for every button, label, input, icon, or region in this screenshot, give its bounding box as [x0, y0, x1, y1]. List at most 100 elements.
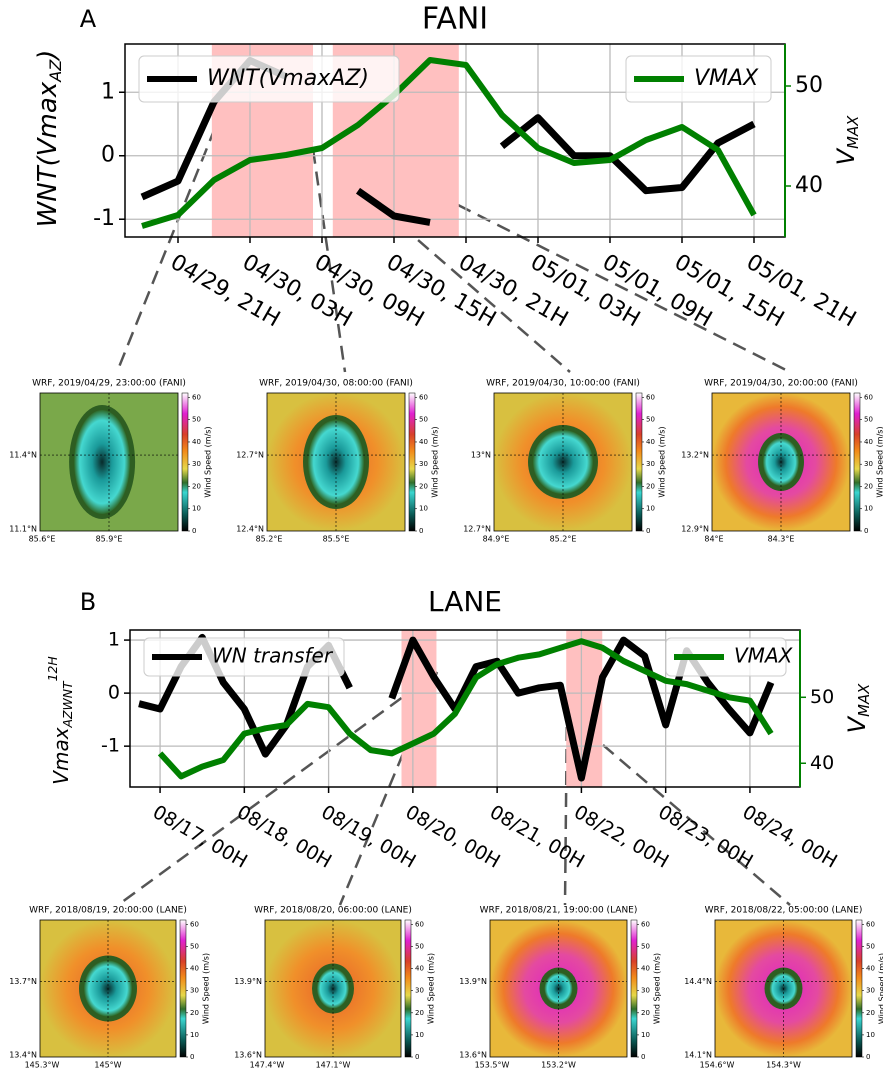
colorbar-tick-label: 0 — [866, 1053, 870, 1061]
y-tick-label: 1 — [101, 79, 115, 104]
colorbar-tick-label: 40 — [641, 965, 650, 973]
colorbar — [179, 919, 187, 1058]
colorbar-tick-label: 10 — [415, 1031, 424, 1039]
line-series — [141, 57, 757, 229]
y-tick-label: -1 — [101, 735, 120, 757]
colorbar-tick-label: 40 — [864, 438, 873, 446]
lat-label: 14.1°N — [684, 1051, 712, 1060]
map-frame — [714, 919, 853, 1058]
colorbar-tick-label: 10 — [866, 1031, 875, 1039]
colorbar-tick-label: 10 — [864, 505, 873, 513]
y-axis-label-sub: AZWNT — [60, 680, 75, 728]
colorbar-label: Wind Speed (m/s) — [204, 426, 213, 497]
chart-title: LANE — [428, 585, 502, 618]
colorbar — [853, 392, 861, 532]
colorbar-tick-label: 50 — [415, 943, 424, 951]
lat-label: 13.7°N — [9, 977, 37, 986]
colorbar-tick-label: 20 — [866, 1009, 875, 1017]
colorbar-label: Wind Speed (m/s) — [876, 426, 883, 497]
x-tick-label: 08/24, 00H — [739, 801, 841, 873]
colorbar-tick-label: 60 — [866, 920, 875, 928]
y-axis-label-main: WNT(Vmax — [33, 81, 63, 227]
legend-label: VMAX — [694, 66, 759, 91]
lat-label: 12.9°N — [681, 525, 709, 534]
colorbar-tick-label: 50 — [641, 943, 650, 951]
colorbar-tick-label: 50 — [190, 943, 199, 951]
panel-label: A — [80, 5, 97, 33]
map-title: WRF, 2018/08/20, 06:00:00 (LANE) — [254, 906, 412, 916]
x-tick-label: 08/23, 00H — [654, 801, 756, 873]
colorbar-tick-label: 40 — [646, 438, 655, 446]
lon-label: 84.9°E — [483, 535, 510, 544]
y-tick-label: 0 — [101, 143, 115, 168]
y-axis-label: WNT(VmaxAZ) — [33, 50, 65, 228]
colorbar-label: Wind Speed (m/s) — [427, 953, 436, 1024]
y-tick-label: -1 — [93, 206, 115, 231]
lon-label: 85.6°E — [29, 535, 56, 544]
colorbar-tick-label: 0 — [864, 527, 868, 535]
lon-label: 145°W — [94, 1061, 121, 1070]
colorbar — [404, 919, 412, 1058]
map-frame — [489, 919, 628, 1058]
colorbar-tick-label: 30 — [646, 460, 655, 468]
x-tick-label: 08/21, 00H — [486, 801, 588, 873]
colorbar-tick-label: 30 — [419, 460, 428, 468]
y2-tick-label: 50 — [810, 686, 834, 708]
colorbar-tick-label: 10 — [646, 505, 655, 513]
colorbar-tick-label: 20 — [419, 482, 428, 490]
colorbar — [855, 919, 863, 1058]
lat-label: 12.4°N — [236, 525, 264, 534]
colorbar-tick-label: 40 — [192, 438, 201, 446]
lon-label: 84.3°E — [768, 535, 795, 544]
map-frame — [493, 392, 633, 532]
colorbar-tick-label: 20 — [192, 482, 201, 490]
map-title: WRF, 2019/04/29, 23:00:00 (FANI) — [32, 379, 186, 389]
colorbar-tick-label: 40 — [190, 965, 199, 973]
y-tick-label: 0 — [108, 682, 120, 704]
colorbar-tick-label: 0 — [646, 527, 650, 535]
map-title: WRF, 2018/08/21, 19:00:00 (LANE) — [480, 906, 638, 916]
connectors — [115, 127, 791, 907]
lat-label: 14.4°N — [684, 977, 712, 986]
colorbar-tick-label: 40 — [866, 965, 875, 973]
colorbar-tick-label: 50 — [419, 416, 428, 424]
lon-label: 85.5°E — [323, 535, 350, 544]
lon-label: 85.2°E — [256, 535, 283, 544]
y2-axis-label: VMAX — [843, 683, 873, 733]
colorbar-tick-label: 10 — [192, 505, 201, 513]
map-title: WRF, 2018/08/22, 05:00:00 (LANE) — [705, 906, 863, 916]
x-tick-label: 08/22, 00H — [570, 801, 672, 873]
colorbar-tick-label: 60 — [190, 920, 199, 928]
colorbar-label: Wind Speed (m/s) — [653, 953, 662, 1024]
legend-label: WNT(VmaxAZ) — [207, 66, 369, 91]
x-tick-label: 08/20, 00H — [402, 801, 504, 873]
lon-label: 84°E — [704, 535, 723, 544]
colorbar — [635, 392, 643, 532]
lon-label: 153.2°W — [541, 1061, 576, 1070]
colorbar-label: Wind Speed (m/s) — [658, 426, 667, 497]
lon-label: 153.5°W — [475, 1061, 510, 1070]
colorbar-tick-label: 30 — [866, 987, 875, 995]
map-title: WRF, 2018/08/19, 20:00:00 (LANE) — [29, 906, 187, 916]
colorbar-tick-label: 50 — [866, 943, 875, 951]
colorbar — [181, 392, 189, 532]
lat-label: 13.6°N — [459, 1051, 487, 1060]
map-frame — [711, 392, 851, 532]
colorbar-tick-label: 0 — [641, 1053, 645, 1061]
legend-label: WN transfer — [212, 644, 334, 668]
lat-label: 13°N — [471, 451, 491, 460]
colorbar-tick-label: 60 — [641, 920, 650, 928]
colorbar-label: Wind Speed (m/s) — [431, 426, 440, 497]
map-frame — [39, 392, 179, 532]
map-title: WRF, 2019/04/30, 08:00:00 (FANI) — [259, 379, 413, 389]
colorbar-tick-label: 30 — [192, 460, 201, 468]
lat-label: 13.9°N — [459, 977, 487, 986]
lon-label: 147.1°W — [316, 1061, 351, 1070]
colorbar — [408, 392, 416, 532]
colorbar-tick-label: 60 — [864, 393, 873, 401]
lat-label: 13.2°N — [681, 451, 709, 460]
panel-label: B — [80, 588, 96, 616]
y-axis-label-sub: AZ — [45, 59, 64, 83]
legend-box — [665, 637, 787, 677]
lat-label: 12.7°N — [463, 525, 491, 534]
